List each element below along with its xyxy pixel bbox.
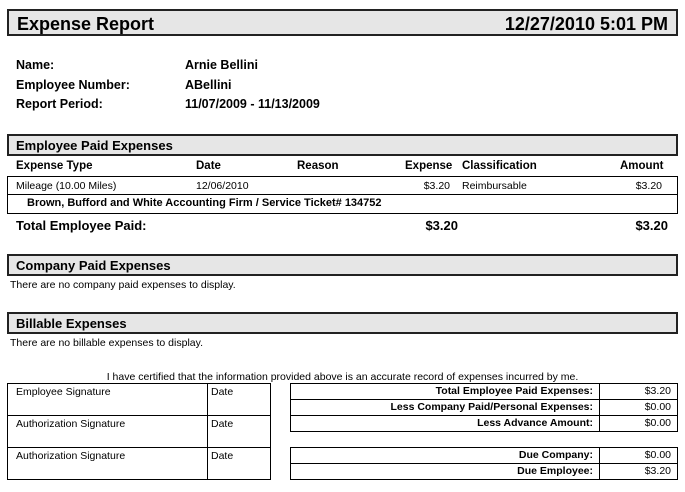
due-table: Due Company: $0.00 Due Employee: $3.20 bbox=[290, 447, 678, 480]
col-reason: Reason bbox=[297, 160, 339, 172]
col-expense-type: Expense Type bbox=[16, 160, 93, 172]
signature-date: Date bbox=[207, 415, 271, 448]
certification-text: I have certified that the information pr… bbox=[106, 371, 579, 383]
row-date: 12/06/2010 bbox=[196, 180, 249, 192]
summary-table: Total Employee Paid Expenses: $3.20 Less … bbox=[290, 383, 678, 432]
signature-date: Date bbox=[207, 383, 271, 416]
summary-value: $0.00 bbox=[599, 399, 678, 416]
summary-label: Less Advance Amount: bbox=[290, 415, 600, 432]
summary-value: $3.20 bbox=[599, 383, 678, 400]
row-divider bbox=[8, 194, 677, 195]
due-employee-label: Due Employee: bbox=[290, 463, 600, 480]
total-expense: $3.20 bbox=[425, 218, 458, 233]
total-amount: $3.20 bbox=[635, 218, 668, 233]
row-classification: Reimbursable bbox=[462, 180, 527, 192]
authorization-signature: Authorization Signature bbox=[7, 447, 208, 480]
employee-number-value: ABellini bbox=[185, 78, 232, 92]
employee-signature: Employee Signature bbox=[7, 383, 208, 416]
report-title: Expense Report bbox=[17, 14, 155, 34]
col-classification: Classification bbox=[462, 160, 537, 172]
name-value: Arnie Bellini bbox=[185, 58, 258, 72]
employee-number-label: Employee Number: bbox=[16, 78, 130, 92]
signature-table: Employee Signature Date Authorization Sig… bbox=[7, 383, 271, 480]
total-label: Total Employee Paid: bbox=[16, 218, 147, 233]
col-expense: Expense bbox=[405, 160, 453, 172]
billable-header: Billable Expenses bbox=[7, 312, 678, 334]
summary-label: Less Company Paid/Personal Expenses: bbox=[290, 399, 600, 416]
due-company-label: Due Company: bbox=[290, 447, 600, 464]
billable-empty: There are no billable expenses to displa… bbox=[10, 337, 204, 349]
row-expense-type: Mileage (10.00 Miles) bbox=[16, 180, 117, 192]
report-datetime: 12/27/2010 5:01 PM bbox=[504, 14, 668, 34]
name-label: Name: bbox=[16, 58, 55, 72]
company-paid-empty: There are no company paid expenses to di… bbox=[10, 279, 236, 291]
row-expense: $3.20 bbox=[423, 180, 450, 192]
company-paid-header: Company Paid Expenses bbox=[7, 254, 678, 276]
row-detail: Brown, Bufford and White Accounting Firm… bbox=[27, 197, 382, 209]
report-header: Expense Report 12/27/2010 5:01 PM bbox=[7, 9, 678, 36]
col-amount: Amount bbox=[620, 160, 664, 172]
report-period-value: 11/07/2009 - 11/13/2009 bbox=[185, 97, 320, 111]
col-date: Date bbox=[196, 160, 221, 172]
report-period-label: Report Period: bbox=[16, 97, 103, 111]
row-amount: $3.20 bbox=[635, 180, 662, 192]
summary-label: Total Employee Paid Expenses: bbox=[290, 383, 600, 400]
employee-paid-header: Employee Paid Expenses bbox=[7, 134, 678, 156]
authorization-signature: Authorization Signature bbox=[7, 415, 208, 448]
due-employee-value: $3.20 bbox=[599, 463, 678, 480]
signature-date: Date bbox=[207, 447, 271, 480]
table-row bbox=[7, 176, 678, 214]
summary-value: $0.00 bbox=[599, 415, 678, 432]
due-company-value: $0.00 bbox=[599, 447, 678, 464]
